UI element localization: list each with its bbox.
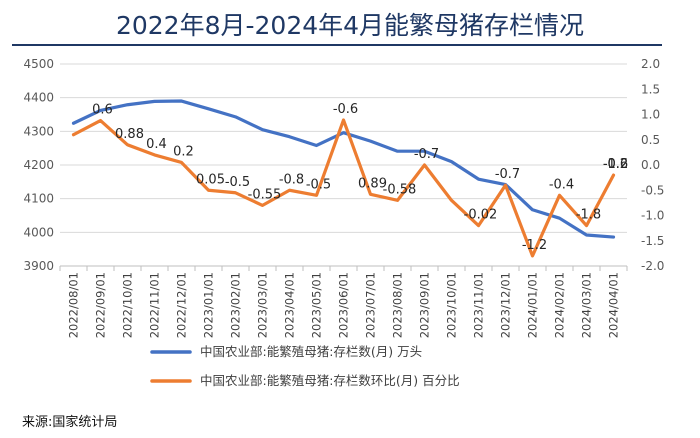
data-label: -0.6 [333, 102, 358, 117]
data-label: 0.05 [196, 172, 225, 187]
y-left-tick-label: 4400 [23, 91, 54, 105]
data-label: 0.6 [92, 103, 113, 118]
y-left-tick-label: 4100 [23, 192, 54, 206]
data-label: -1.2 [522, 238, 547, 253]
y-left-tick-label: 4300 [23, 124, 54, 138]
data-label: -0.7 [495, 167, 520, 182]
y-left-tick-label: 4500 [23, 57, 54, 71]
x-tick-label: 2023/08/01 [391, 272, 405, 338]
y-right-tick-label: 0.5 [641, 133, 660, 147]
y-right-tick-label: -1.0 [641, 209, 664, 223]
data-label: -0.5 [306, 177, 331, 192]
y-right-tick-label: -1.5 [641, 234, 664, 248]
data-label: -0.4 [549, 177, 574, 192]
x-tick-label: 2023/02/01 [229, 272, 243, 338]
data-label: 0.89 [358, 176, 387, 191]
data-label: 0.2 [173, 144, 194, 159]
y-left-tick-label: 3900 [23, 259, 54, 273]
title-divider [12, 44, 662, 46]
page-title: 2022年8月-2024年4月能繁母猪存栏情况 [115, 11, 585, 40]
x-tick-label: 2023/04/01 [283, 272, 297, 338]
x-tick-label: 2024/03/01 [580, 272, 594, 338]
x-tick-label: 2024/04/01 [607, 272, 621, 338]
x-tick-label: 2023/03/01 [256, 272, 270, 338]
legend-label: 中国农业部:能繁殖母猪:存栏数(月) 万头 [200, 344, 422, 359]
x-tick-label: 2022/11/01 [148, 272, 162, 338]
x-tick-label: 2023/10/01 [445, 272, 459, 338]
data-label: -0.55 [248, 187, 282, 202]
x-tick-label: 2022/08/01 [67, 272, 81, 338]
y-left-tick-label: 4200 [23, 158, 54, 172]
y-right-tick-label: 2.0 [641, 57, 660, 71]
y-right-tick-label: 0.0 [641, 158, 660, 172]
y-right-tick-label: -2.0 [641, 259, 664, 273]
data-label: -0.2 [603, 157, 628, 172]
x-tick-label: 2023/05/01 [310, 272, 324, 338]
x-tick-label: 2022/12/01 [175, 272, 189, 338]
x-tick-label: 2023/01/01 [202, 272, 216, 338]
series-line-stock [71, 99, 616, 239]
data-label: -1.8 [576, 208, 601, 223]
x-tick-label: 2023/06/01 [337, 272, 351, 338]
data-label: -1.2 [603, 157, 628, 172]
x-tick-label: 2022/09/01 [94, 272, 108, 338]
x-tick-label: 2023/07/01 [364, 272, 378, 338]
data-label: -0.6 [603, 157, 628, 172]
x-tick-label: 2024/01/01 [526, 272, 540, 338]
data-label: -0.7 [414, 147, 439, 162]
data-label: -0.58 [383, 182, 417, 197]
y-left-tick-label: 4000 [23, 225, 54, 239]
data-label: -0.02 [464, 208, 498, 223]
x-tick-label: 2022/10/01 [121, 272, 135, 338]
data-label: 0.88 [115, 127, 144, 142]
data-label: -0.8 [279, 172, 304, 187]
data-label: 0.4 [146, 137, 167, 152]
legend-label: 中国农业部:能繁殖母猪:存栏数环比(月) 百分比 [200, 373, 460, 388]
x-tick-label: 2023/11/01 [472, 272, 486, 338]
y-right-tick-label: 1.5 [641, 82, 660, 96]
data-label: -0.5 [225, 175, 250, 190]
source-note: 来源:国家统计局 [22, 415, 118, 430]
x-tick-label: 2024/02/01 [553, 272, 567, 338]
x-tick-label: 2023/09/01 [418, 272, 432, 338]
y-right-tick-label: -0.5 [641, 183, 664, 197]
series-line-mom [71, 118, 616, 258]
x-tick-label: 2023/12/01 [499, 272, 513, 338]
y-right-tick-label: 1.0 [641, 108, 660, 122]
